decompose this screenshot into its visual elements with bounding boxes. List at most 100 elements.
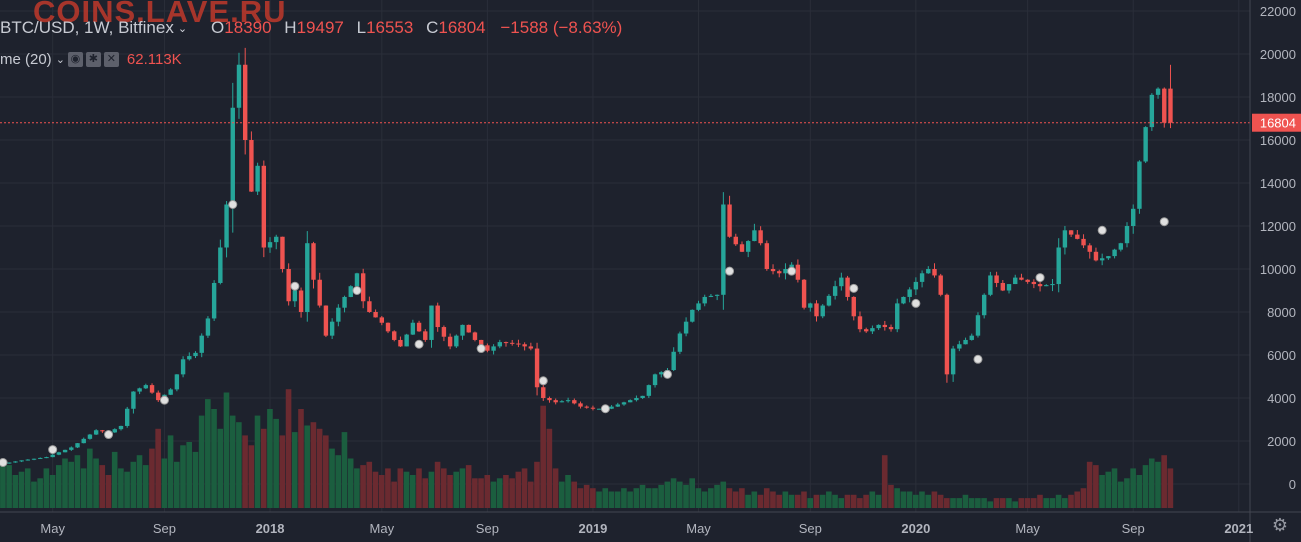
candle-body: [938, 275, 943, 295]
candle-body: [267, 242, 273, 248]
open-label: O: [211, 18, 225, 37]
close-value: 16804: [438, 18, 486, 37]
candle-body: [1112, 249, 1117, 257]
candle-body: [323, 305, 329, 336]
candle-body: [317, 279, 322, 306]
volume-bar: [695, 488, 702, 508]
candle-body: [478, 339, 484, 346]
candle-body: [516, 343, 521, 345]
candle-body: [180, 359, 186, 375]
x-tick-label: May: [40, 521, 65, 536]
candle-body: [708, 295, 714, 297]
candle-body: [832, 286, 838, 296]
volume-bar: [291, 432, 298, 508]
chevron-down-icon[interactable]: ⌄: [177, 22, 188, 35]
volume-bar: [1124, 478, 1130, 508]
candle-body: [385, 322, 391, 332]
volume-bar: [68, 461, 75, 508]
candle-body: [714, 294, 720, 296]
volume-bar: [459, 468, 466, 508]
volume-bar: [1148, 458, 1155, 508]
candle-body: [472, 332, 478, 340]
candle-body: [671, 351, 676, 371]
volume-bar: [596, 491, 602, 508]
volume-bar: [1068, 494, 1074, 508]
volume-bar: [304, 425, 310, 508]
eye-icon[interactable]: ◉: [67, 51, 83, 67]
volume-bar: [751, 491, 758, 508]
ma-marker: [1035, 273, 1045, 283]
candle-body: [31, 458, 37, 460]
volume-bar: [80, 468, 87, 508]
candle-body: [193, 352, 198, 357]
candle-body: [652, 374, 658, 386]
candle-body: [416, 322, 422, 332]
volume-bar: [1117, 481, 1124, 508]
candle-body: [839, 277, 844, 287]
x-tick-label: Sep: [476, 521, 499, 536]
candle-body: [230, 107, 235, 205]
candle-body: [156, 392, 161, 401]
volume-bar: [229, 415, 236, 508]
volume-bar: [347, 458, 354, 508]
candle-body: [410, 322, 416, 335]
volume-bar: [801, 491, 807, 508]
volume-bar: [422, 478, 428, 508]
gear-icon[interactable]: ✱: [85, 51, 101, 67]
gear-icon[interactable]: ⚙: [1271, 515, 1289, 535]
volume-bar: [441, 468, 447, 508]
candle-body: [565, 400, 571, 402]
candle-body: [1087, 245, 1092, 252]
candle-body: [801, 279, 807, 308]
candle-body: [62, 449, 68, 453]
y-tick-label: 12000: [1260, 219, 1296, 234]
candle-body: [81, 438, 86, 444]
y-tick-label: 20000: [1260, 47, 1296, 62]
candle-body: [1062, 230, 1068, 248]
chevron-down-icon[interactable]: ⌄: [55, 53, 65, 66]
volume-bar: [844, 494, 851, 508]
ma-marker: [228, 200, 238, 209]
candle-body: [249, 140, 254, 192]
y-tick-label: 0: [1289, 477, 1296, 492]
candle-body: [336, 307, 341, 322]
volume-bar: [236, 422, 242, 508]
candle-body: [25, 459, 31, 461]
symbol-legend: BTC/USD, 1W, Bitfinex ⌄ O18390 H19497 L1…: [0, 16, 622, 40]
symbol-label[interactable]: BTC/USD, 1W, Bitfinex: [0, 18, 174, 37]
volume-bar: [142, 465, 149, 508]
close-icon[interactable]: ✕: [103, 51, 119, 67]
candle-body: [218, 247, 223, 283]
ma-marker: [538, 376, 548, 386]
volume-legend: me (20) ⌄ ◉ ✱ ✕ 62.113K: [0, 48, 182, 70]
volume-bar: [366, 461, 373, 508]
volume-bar: [173, 461, 180, 508]
ma-marker: [414, 339, 424, 349]
volume-bar: [850, 494, 857, 508]
volume-bar: [329, 448, 335, 508]
volume-bar: [621, 488, 627, 508]
candle-body: [56, 452, 62, 455]
volume-bar: [242, 435, 248, 508]
volume-bar: [372, 471, 379, 508]
volume-label[interactable]: me (20): [0, 50, 52, 68]
volume-bar: [925, 494, 931, 508]
candle-body: [690, 309, 695, 322]
volume-bar: [670, 478, 677, 508]
volume-bar: [956, 498, 963, 508]
volume-bar: [118, 468, 124, 508]
volume-bar: [714, 484, 720, 508]
candle-body: [1106, 256, 1111, 259]
candle-body: [510, 342, 515, 344]
volume-bar: [1055, 494, 1062, 508]
x-tick-label: May: [686, 521, 711, 536]
volume-bar: [254, 415, 261, 508]
candle-body: [187, 356, 192, 360]
volume-bar: [857, 498, 863, 508]
ma-marker: [600, 404, 610, 414]
y-tick-label: 14000: [1260, 176, 1296, 191]
volume-bar: [93, 458, 99, 508]
volume-bar: [875, 494, 882, 508]
candle-body: [311, 243, 316, 280]
